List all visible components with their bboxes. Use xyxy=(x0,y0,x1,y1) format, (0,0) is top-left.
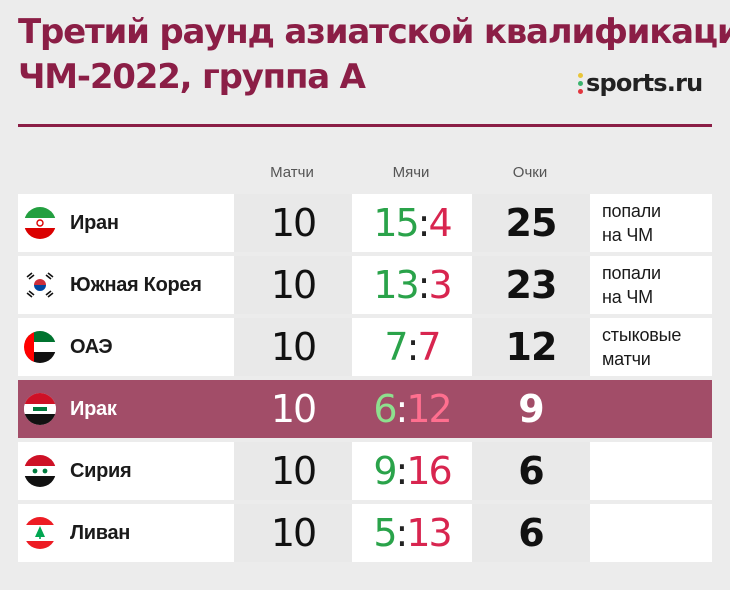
table-row: Южная Корея 10 13:3 23 попали на ЧМ xyxy=(18,256,712,314)
table-row-highlighted: Ирак 10 6:12 9 xyxy=(18,380,712,438)
goals-value: 13:3 xyxy=(353,256,471,314)
logo-dots-icon xyxy=(578,72,583,94)
table-row: ОАЭ 10 7:7 12 стыковые матчи xyxy=(18,318,712,376)
goals-value: 9:16 xyxy=(353,442,471,500)
table-row: Ливан 10 5:13 6 xyxy=(18,504,712,562)
matches-value: 10 xyxy=(234,194,352,252)
title-line-2: ЧМ-2022, группа А xyxy=(18,57,366,97)
sports-ru-logo: sports.ru xyxy=(578,66,703,100)
country-name: Ливан xyxy=(70,522,131,544)
syria-flag-icon xyxy=(24,455,56,487)
status-note: попали на ЧМ xyxy=(602,261,712,309)
column-header-points: Очки xyxy=(512,164,548,181)
points-value: 12 xyxy=(472,318,590,376)
country-name: ОАЭ xyxy=(70,336,113,358)
goals-for: 7 xyxy=(384,325,408,369)
status-note-line-1: попали xyxy=(602,201,661,221)
country-name: Сирия xyxy=(70,460,132,482)
status-note-line-1: попали xyxy=(602,263,661,283)
goals-value: 6:12 xyxy=(373,387,452,431)
country-name: Южная Корея xyxy=(70,274,202,296)
goals-for: 9 xyxy=(373,449,397,493)
page-title: Третий раунд азиатской квалификации ЧМ-2… xyxy=(18,10,730,100)
matches-value: 10 xyxy=(234,318,352,376)
logo-text: sports.ru xyxy=(586,69,703,97)
title-divider xyxy=(18,124,712,127)
goals-value: 15:4 xyxy=(353,194,471,252)
status-note-line-1: стыковые xyxy=(602,325,682,345)
points-value: 23 xyxy=(472,256,590,314)
matches-value: 10 xyxy=(234,442,352,500)
south-korea-flag-icon xyxy=(24,269,56,301)
iran-flag-icon xyxy=(24,207,56,239)
title-line-1: Третий раунд азиатской квалификации xyxy=(18,12,730,52)
status-note-line-2: на ЧМ xyxy=(602,287,653,307)
status-note: стыковые матчи xyxy=(602,323,712,371)
goals-against: 4 xyxy=(428,201,452,245)
goals-against: 7 xyxy=(417,325,441,369)
goals-for: 5 xyxy=(373,511,397,555)
iraq-flag-icon xyxy=(24,393,56,425)
points-value: 25 xyxy=(472,194,590,252)
goals-for: 13 xyxy=(373,263,419,307)
uae-flag-icon xyxy=(24,331,56,363)
lebanon-flag-icon xyxy=(24,517,56,549)
country-name: Ирак xyxy=(70,398,117,420)
goals-value: 7:7 xyxy=(353,318,471,376)
points-value: 9 xyxy=(518,387,544,431)
goals-value: 5:13 xyxy=(353,504,471,562)
goals-against: 3 xyxy=(428,263,452,307)
goals-for: 15 xyxy=(373,201,419,245)
column-header-goals: Мячи xyxy=(392,164,430,181)
goals-against: 16 xyxy=(406,449,452,493)
matches-value: 10 xyxy=(234,256,352,314)
country-name: Иран xyxy=(70,212,119,234)
status-note: попали на ЧМ xyxy=(602,199,712,247)
table-row: Иран 10 15:4 25 попали на ЧМ xyxy=(18,194,712,252)
table-row: Сирия 10 9:16 6 xyxy=(18,442,712,500)
goals-against: 12 xyxy=(406,387,452,431)
column-header-matches: Матчи xyxy=(270,164,314,181)
points-value: 6 xyxy=(472,442,590,500)
goals-for: 6 xyxy=(373,387,397,431)
goals-against: 13 xyxy=(406,511,452,555)
status-note-line-2: на ЧМ xyxy=(602,225,653,245)
status-note-line-2: матчи xyxy=(602,349,651,369)
matches-value: 10 xyxy=(234,504,352,562)
matches-value: 10 xyxy=(270,387,317,431)
points-value: 6 xyxy=(472,504,590,562)
